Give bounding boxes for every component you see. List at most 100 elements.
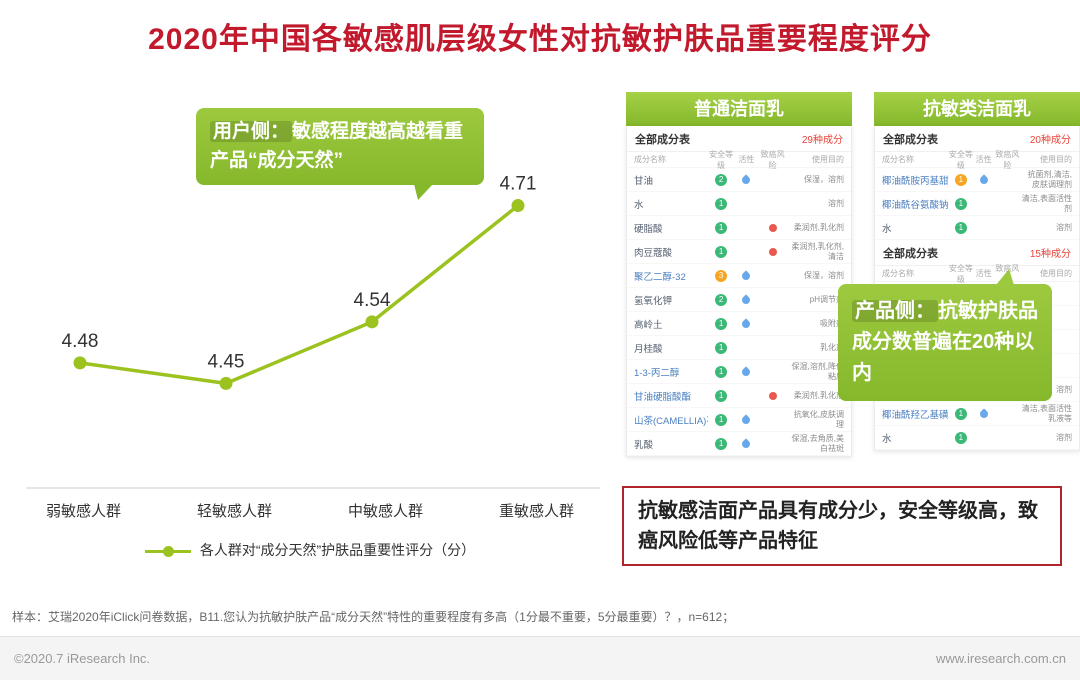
active-cell [735, 440, 758, 448]
column-label: 安全等级 [949, 149, 974, 171]
safety-badge-icon: 1 [715, 318, 727, 330]
ingredient-use: 清洁,表面活性剂 [1021, 194, 1072, 212]
active-cell [735, 176, 758, 184]
section-count: 15种成分 [1030, 245, 1071, 260]
column-label: 安全等级 [949, 263, 974, 285]
ingredient-name: 氢氧化钾 [634, 293, 708, 307]
ingredient-use: 柔润剂,乳化剂 [787, 391, 844, 400]
ingredient-row: 水1溶剂 [875, 216, 1079, 240]
callout-lead: 产品侧： [852, 300, 938, 322]
ingredient-name: 聚乙二醇-32 [634, 269, 708, 283]
ingredient-name: 水 [882, 221, 949, 235]
section-title: 全部成分表 [635, 131, 690, 147]
ingredient-row: 月桂酸1乳化剂 [627, 336, 851, 360]
safety-badge-icon: 1 [715, 198, 727, 210]
column-label: 成分名称 [634, 154, 708, 165]
website-link[interactable]: www.iresearch.com.cn [936, 651, 1066, 666]
safety-badge-icon: 1 [715, 390, 727, 402]
ingredient-name: 水 [882, 431, 949, 445]
ingredient-row: 硬脂酸1柔润剂,乳化剂 [627, 216, 851, 240]
active-cell [735, 320, 758, 328]
column-label: 使用目的 [787, 154, 844, 165]
safety-cell: 1 [708, 318, 735, 330]
risk-cell [758, 248, 787, 256]
active-cell [735, 272, 758, 280]
column-label: 使用目的 [1021, 268, 1072, 279]
panel-title: 普通洁面乳 [626, 92, 852, 126]
active-cell [973, 410, 994, 418]
ingredient-name: 甘油硬脂酸酯 [634, 389, 708, 403]
legend-line-dot-icon [145, 550, 191, 553]
ingredient-name: 山茶(CAMELLIA)花 [634, 413, 708, 427]
safety-cell: 1 [949, 408, 974, 420]
chart-legend: 各人群对“成分天然”护肤品重要性评分（分） [8, 540, 612, 560]
ingredient-use: 保湿，溶剂 [787, 271, 844, 280]
ingredient-use: 吸附剂 [787, 319, 844, 328]
section-title: 全部成分表 [883, 131, 938, 147]
ingredient-row: 氢氧化钾2pH调节剂 [627, 288, 851, 312]
ingredient-row: 高岭土1吸附剂 [627, 312, 851, 336]
ingredient-use: 清洁,表面活性乳液等 [1021, 404, 1072, 422]
active-cell [973, 176, 994, 184]
ingredient-row: 水1溶剂 [627, 192, 851, 216]
active-droplet-icon [741, 318, 752, 329]
cancer-risk-icon [769, 224, 777, 232]
ingredient-name: 乳酸 [634, 437, 708, 451]
ingredient-use: 溶剂 [1021, 433, 1072, 442]
column-label: 致癌风险 [994, 149, 1021, 171]
ingredient-table: 全部成分表29种成分成分名称安全等级活性致癌风险使用目的甘油2保湿，溶剂水1溶剂… [626, 126, 852, 457]
safety-cell: 1 [949, 222, 974, 234]
safety-badge-icon: 1 [955, 222, 967, 234]
ingredient-row: 甘油硬脂酸酯 1 柔润剂,乳化剂 [627, 384, 851, 408]
safety-cell: 1 [708, 198, 735, 210]
svg-text:4.48: 4.48 [62, 331, 99, 352]
cancer-risk-icon [769, 248, 777, 256]
table-column-header: 成分名称安全等级活性致癌风险使用目的 [627, 152, 851, 168]
column-label: 成分名称 [882, 154, 949, 165]
active-droplet-icon [978, 408, 989, 419]
safety-cell: 1 [708, 246, 735, 258]
ingredient-use: 保湿,溶剂,降低粘度 [787, 362, 844, 380]
column-label: 致癌风险 [758, 149, 787, 171]
ingredient-use: 柔润剂,乳化剂,清洁 [787, 242, 844, 260]
page-title: 2020年中国各敏感肌层级女性对抗敏护肤品重要程度评分 [0, 14, 1080, 58]
safety-badge-icon: 1 [715, 414, 727, 426]
ingredient-use: 柔润剂,乳化剂 [787, 223, 844, 232]
callout-lead: 用户侧： [210, 121, 292, 142]
risk-cell [758, 392, 787, 400]
safety-badge-icon: 1 [955, 432, 967, 444]
ingredient-use: 保湿，溶剂 [787, 175, 844, 184]
category-label: 重敏感人群 [461, 500, 612, 521]
table-section-header: 全部成分表 29种成分 [627, 126, 851, 152]
section-title: 全部成分表 [883, 245, 938, 261]
safety-cell: 2 [708, 294, 735, 306]
ingredient-use: 抗菌剂,清洁,皮肤调理剂 [1021, 170, 1072, 188]
table-section-header: 全部成分表 15种成分 [875, 240, 1079, 266]
active-droplet-icon [741, 174, 752, 185]
safety-cell: 3 [708, 270, 735, 282]
active-cell [735, 296, 758, 304]
safety-cell: 1 [708, 342, 735, 354]
column-label: 活性 [973, 154, 994, 165]
column-label: 使用目的 [1021, 154, 1072, 165]
section-count: 20种成分 [1030, 131, 1071, 146]
safety-badge-icon: 1 [715, 438, 727, 450]
safety-badge-icon: 1 [715, 342, 727, 354]
ingredient-row: 1-3-丙二醇1保湿,溶剂,降低粘度 [627, 360, 851, 384]
ingredient-row: 山茶(CAMELLIA)花1抗氧化,皮肤调理 [627, 408, 851, 432]
active-cell [735, 368, 758, 376]
section-count: 29种成分 [802, 131, 843, 146]
ingredient-row: 椰油酰胺丙基甜菜碱1抗菌剂,清洁,皮肤调理剂 [875, 168, 1079, 192]
ingredient-name: 硬脂酸 [634, 221, 708, 235]
category-axis: 弱敏感人群轻敏感人群中敏感人群重敏感人群 [8, 500, 612, 521]
active-droplet-icon [741, 294, 752, 305]
category-label: 轻敏感人群 [159, 500, 310, 521]
ingredient-row: 肉豆蔻酸1柔润剂,乳化剂,清洁 [627, 240, 851, 264]
column-label: 安全等级 [708, 149, 735, 171]
svg-text:4.54: 4.54 [354, 290, 391, 311]
ingredient-name: 甘油 [634, 173, 708, 187]
active-droplet-icon [741, 366, 752, 377]
table-column-header: 成分名称安全等级活性致癌风险使用目的 [875, 266, 1079, 282]
safety-badge-icon: 1 [955, 408, 967, 420]
ingredient-name: 椰油酰胺丙基甜菜碱 [882, 173, 949, 187]
